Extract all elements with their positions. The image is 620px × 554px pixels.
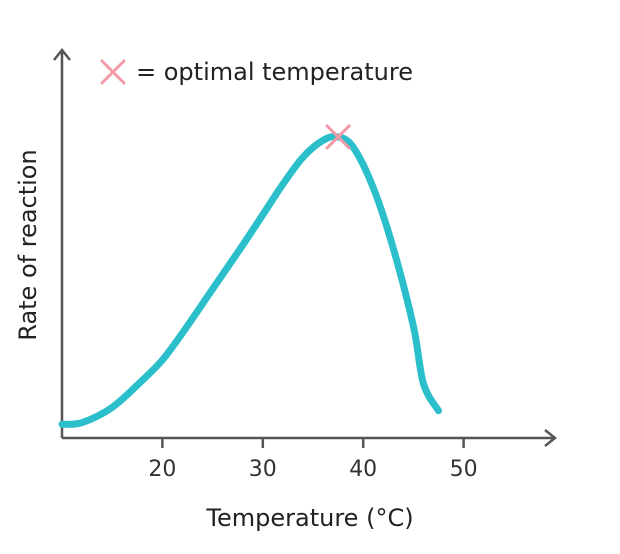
series-line — [58, 133, 442, 428]
y-axis-arrow — [53, 47, 71, 61]
x-axis-title: Temperature (°C) — [205, 504, 413, 532]
legend-cross-icon — [100, 59, 126, 85]
axes — [53, 47, 558, 447]
x-tick-label: 50 — [450, 457, 478, 482]
legend-marker — [100, 59, 126, 85]
annotations — [325, 124, 351, 150]
x-ticks: 20 30 40 50 — [148, 438, 478, 482]
x-tick-label: 20 — [148, 457, 176, 482]
x-axis-arrow — [544, 429, 558, 447]
legend-label: = optimal temperature — [136, 58, 413, 86]
x-tick-label: 40 — [349, 457, 377, 482]
y-axis-title: Rate of reaction — [14, 149, 42, 340]
optimal-point-marker — [325, 124, 351, 150]
x-tick-label: 30 — [249, 457, 277, 482]
legend: = optimal temperature — [100, 58, 413, 86]
